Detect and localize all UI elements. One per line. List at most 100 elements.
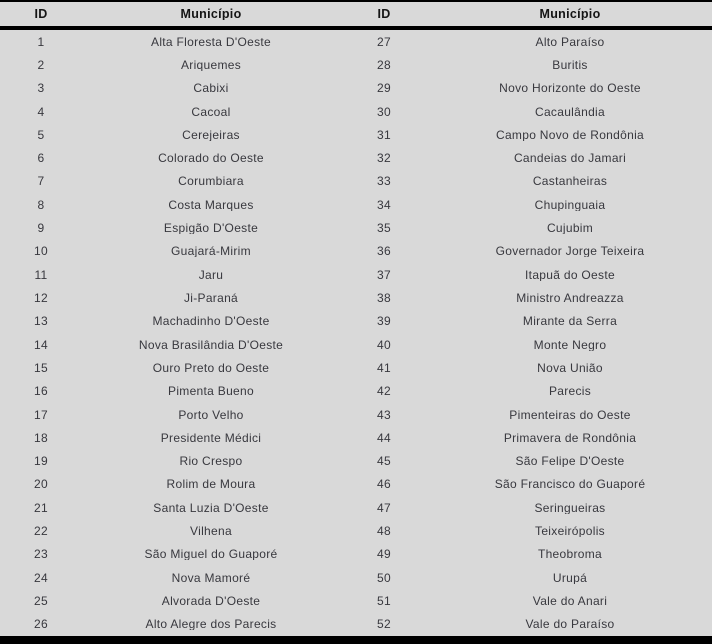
id-cell-left: 26 [34, 618, 48, 631]
municipality-cell-left: Espigão D'Oeste [163, 222, 259, 235]
id-cell-right: 42 [377, 385, 391, 398]
id-cell-right: 51 [377, 595, 391, 608]
municipality-cell-right: Cujubim [546, 222, 594, 235]
municipality-cell-right: Parecis [548, 385, 592, 398]
municipality-cell-right: São Francisco do Guaporé [494, 478, 646, 491]
municipality-cell-left: Jaru [198, 268, 224, 281]
table-row: 18 Presidente Médici 44 Primavera de Ron… [0, 426, 712, 449]
id-cell-right: 47 [377, 501, 391, 514]
id-cell-left: 4 [37, 105, 45, 118]
id-cell-left: 1 [37, 35, 45, 48]
municipality-cell-right: Urupá [552, 571, 588, 584]
table-row: 21 Santa Luzia D'Oeste 47 Seringueiras [0, 496, 712, 519]
id-cell-right: 43 [377, 408, 391, 421]
municipality-cell-right: Candeias do Jamari [513, 152, 627, 165]
table-row: 10 Guajará-Mirim 36 Governador Jorge Tei… [0, 240, 712, 263]
table-row: 11 Jaru 37 Itapuã do Oeste [0, 263, 712, 286]
id-cell-left: 11 [34, 268, 48, 281]
table-row: 6 Colorado do Oeste 32 Candeias do Jamar… [0, 147, 712, 170]
id-cell-right: 34 [377, 198, 391, 211]
municipality-cell-left: Machadinho D'Oeste [152, 315, 270, 328]
id-cell-right: 28 [377, 58, 391, 71]
municipality-cell-left: Costa Marques [168, 198, 254, 211]
municipality-cell-left: Nova Brasilândia D'Oeste [138, 338, 284, 351]
table-row: 26 Alto Alegre dos Parecis 52 Vale do Pa… [0, 613, 712, 636]
id-cell-left: 12 [34, 292, 48, 305]
municipality-cell-right: Itapuã do Oeste [525, 268, 615, 281]
municipality-cell-left: Alvorada D'Oeste [161, 595, 261, 608]
id-cell-left: 13 [34, 315, 48, 328]
municipality-cell-right: Novo Horizonte do Oeste [499, 82, 641, 95]
column-header-municipio-left: Município [180, 7, 242, 21]
municipality-cell-left: Ouro Preto do Oeste [152, 361, 270, 374]
id-cell-right: 36 [377, 245, 391, 258]
id-cell-right: 31 [377, 128, 391, 141]
id-cell-left: 18 [34, 431, 48, 444]
municipality-cell-left: Alta Floresta D'Oeste [151, 35, 271, 48]
municipality-cell-right: Buritis [552, 58, 588, 71]
table-row: 15 Ouro Preto do Oeste 41 Nova União [0, 356, 712, 379]
id-cell-right: 48 [377, 525, 391, 538]
table-row: 7 Corumbiara 33 Castanheiras [0, 170, 712, 193]
municipality-cell-left: Pimenta Bueno [168, 385, 254, 398]
municipality-cell-left: Ji-Paraná [183, 292, 239, 305]
table-row: 2 Ariquemes 28 Buritis [0, 53, 712, 76]
id-cell-left: 24 [34, 571, 48, 584]
id-cell-right: 52 [377, 618, 391, 631]
municipality-cell-left: Cacoal [191, 105, 231, 118]
id-cell-right: 49 [377, 548, 391, 561]
municipality-cell-right: Primavera de Rondônia [503, 431, 637, 444]
table-row: 14 Nova Brasilândia D'Oeste 40 Monte Neg… [0, 333, 712, 356]
municipality-cell-right: Ministro Andreazza [516, 292, 624, 305]
id-cell-right: 27 [377, 35, 391, 48]
municipality-cell-left: Nova Mamoré [171, 571, 251, 584]
table-header-row: ID Município ID Município [0, 2, 712, 30]
municipality-cell-left: Cabixi [193, 82, 229, 95]
id-cell-right: 44 [377, 431, 391, 444]
municipality-cell-right: Cacaulândia [534, 105, 605, 118]
table-row: 13 Machadinho D'Oeste 39 Mirante da Serr… [0, 310, 712, 333]
table-row: 8 Costa Marques 34 Chupinguaia [0, 193, 712, 216]
id-cell-left: 19 [34, 455, 48, 468]
municipality-cell-right: Mirante da Serra [522, 315, 618, 328]
table-row: 25 Alvorada D'Oeste 51 Vale do Anari [0, 589, 712, 612]
id-cell-left: 25 [34, 595, 48, 608]
column-header-municipio-right: Município [539, 7, 601, 21]
municipality-cell-left: Colorado do Oeste [158, 152, 264, 165]
id-cell-left: 16 [34, 385, 48, 398]
id-cell-right: 46 [377, 478, 391, 491]
municipality-cell-left: Vilhena [190, 525, 232, 538]
municipality-cell-right: Monte Negro [533, 338, 607, 351]
municipality-cell-right: Vale do Paraíso [525, 618, 615, 631]
municipality-cell-left: Cerejeiras [182, 128, 240, 141]
municipality-cell-right: Vale do Anari [532, 595, 608, 608]
table-row: 9 Espigão D'Oeste 35 Cujubim [0, 216, 712, 239]
table-row: 3 Cabixi 29 Novo Horizonte do Oeste [0, 77, 712, 100]
table-row: 24 Nova Mamoré 50 Urupá [0, 566, 712, 589]
id-cell-right: 50 [377, 571, 391, 584]
municipality-cell-right: Campo Novo de Rondônia [495, 128, 645, 141]
municipality-cell-right: Governador Jorge Teixeira [495, 245, 645, 258]
municipality-cell-left: Corumbiara [178, 175, 244, 188]
municipality-cell-left: Guajará-Mirim [171, 245, 251, 258]
id-cell-left: 10 [34, 245, 48, 258]
column-header-id-right: ID [377, 7, 391, 21]
table-row: 1 Alta Floresta D'Oeste 27 Alto Paraíso [0, 30, 712, 53]
id-cell-left: 7 [37, 175, 45, 188]
table-row: 22 Vilhena 48 Teixeirópolis [0, 519, 712, 542]
id-cell-right: 30 [377, 105, 391, 118]
municipality-cell-right: Pimenteiras do Oeste [509, 408, 631, 421]
id-cell-left: 6 [37, 152, 45, 165]
id-cell-left: 20 [34, 478, 48, 491]
municipality-cell-right: Nova União [537, 361, 603, 374]
id-cell-right: 40 [377, 338, 391, 351]
id-cell-right: 39 [377, 315, 391, 328]
table-row: 23 São Miguel do Guaporé 49 Theobroma [0, 543, 712, 566]
municipality-cell-left: Santa Luzia D'Oeste [153, 501, 269, 514]
column-header-id-left: ID [34, 7, 48, 21]
table-row: 17 Porto Velho 43 Pimenteiras do Oeste [0, 403, 712, 426]
table-body: 1 Alta Floresta D'Oeste 27 Alto Paraíso … [0, 30, 712, 636]
municipality-cell-left: Rio Crespo [179, 455, 243, 468]
id-cell-left: 23 [34, 548, 48, 561]
